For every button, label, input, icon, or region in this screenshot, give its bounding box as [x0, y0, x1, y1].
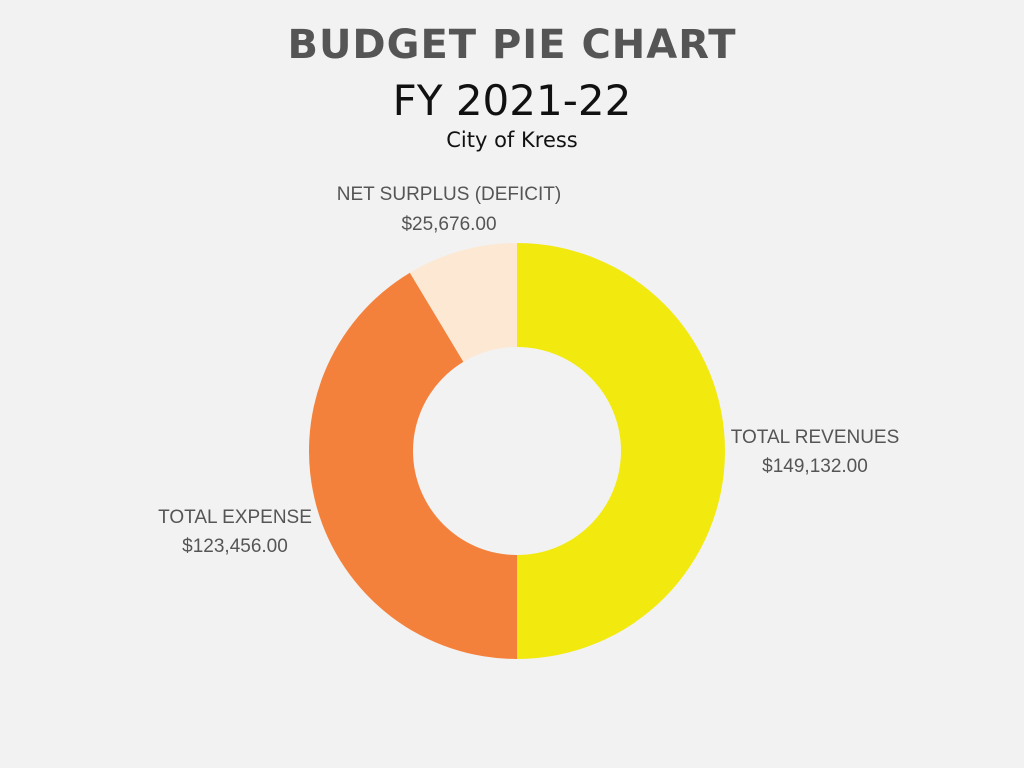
label-total-expense-name: TOTAL EXPENSE [158, 507, 312, 528]
label-net-surplus-value: $25,676.00 [401, 214, 496, 235]
chart-subtitle: FY 2021-22 [392, 76, 632, 125]
chart-caption: City of Kress [446, 128, 578, 152]
label-net-surplus-name: NET SURPLUS (DEFICIT) [337, 184, 562, 205]
donut-hole [413, 347, 621, 555]
label-total-expense-value: $123,456.00 [182, 536, 288, 557]
label-total-revenues-value: $149,132.00 [762, 456, 868, 477]
label-total-revenues-name: TOTAL REVENUES [731, 427, 900, 448]
chart-title: BUDGET PIE CHART [287, 22, 737, 68]
